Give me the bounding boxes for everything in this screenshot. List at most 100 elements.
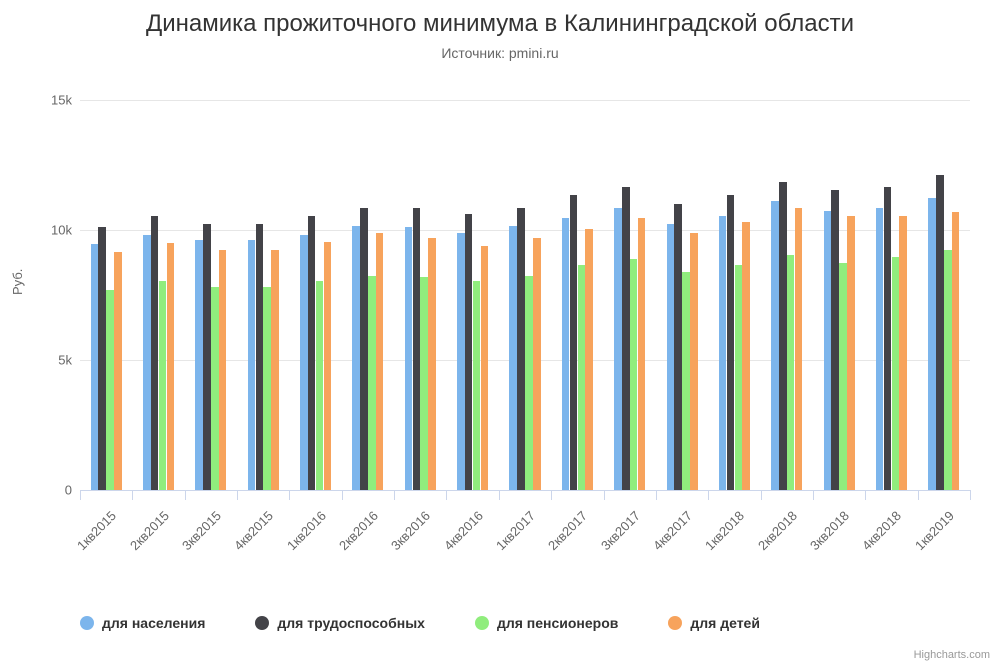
- x-tick-label: 1кв2017: [493, 508, 538, 553]
- bar[interactable]: [106, 290, 114, 490]
- bar[interactable]: [839, 263, 847, 491]
- credits-link[interactable]: Highcharts.com: [914, 649, 990, 661]
- bar[interactable]: [114, 252, 122, 490]
- x-tick: [813, 490, 814, 500]
- bar[interactable]: [376, 233, 384, 490]
- bar[interactable]: [674, 204, 682, 490]
- bar[interactable]: [787, 255, 795, 490]
- bar[interactable]: [324, 242, 332, 490]
- x-tick-label: 1кв2018: [702, 508, 747, 553]
- bar[interactable]: [248, 240, 256, 490]
- bar[interactable]: [219, 250, 227, 491]
- y-tick-label: 5k: [58, 353, 72, 368]
- bar[interactable]: [614, 208, 622, 490]
- bar[interactable]: [928, 198, 936, 491]
- x-tick: [499, 490, 500, 500]
- bar[interactable]: [159, 281, 167, 490]
- bar[interactable]: [533, 238, 541, 490]
- x-tick: [708, 490, 709, 500]
- y-tick-label: 15k: [51, 93, 72, 108]
- bar[interactable]: [517, 208, 525, 490]
- bar[interactable]: [682, 272, 690, 490]
- bar[interactable]: [630, 259, 638, 490]
- bar[interactable]: [622, 187, 630, 490]
- bar[interactable]: [876, 208, 884, 490]
- x-tick: [551, 490, 552, 500]
- x-tick-label: 1кв2015: [74, 508, 119, 553]
- bar[interactable]: [473, 281, 481, 490]
- bar[interactable]: [271, 250, 279, 491]
- bar[interactable]: [795, 208, 803, 490]
- y-tick-label: 0: [65, 483, 72, 498]
- legend-item[interactable]: для пенсионеров: [475, 615, 618, 631]
- legend-item[interactable]: для трудоспособных: [255, 615, 425, 631]
- bar[interactable]: [719, 216, 727, 490]
- bar[interactable]: [167, 243, 175, 490]
- x-tick: [604, 490, 605, 500]
- bar[interactable]: [143, 235, 151, 490]
- bar[interactable]: [481, 246, 489, 490]
- legend-label: для пенсионеров: [497, 615, 618, 631]
- bar[interactable]: [944, 250, 952, 491]
- legend: для населения для трудоспособных для пенси…: [80, 615, 970, 637]
- bar[interactable]: [360, 208, 368, 490]
- legend-swatch-icon: [668, 616, 682, 630]
- bar[interactable]: [952, 212, 960, 490]
- x-tick: [342, 490, 343, 500]
- bar[interactable]: [211, 287, 219, 490]
- x-tick-label: 1кв2016: [284, 508, 329, 553]
- x-axis-labels: 1кв20152кв20153кв20154кв20151кв20162кв20…: [80, 500, 970, 570]
- bar[interactable]: [316, 281, 324, 490]
- bar[interactable]: [98, 227, 106, 490]
- bar[interactable]: [570, 195, 578, 490]
- chart-container: Динамика прожиточного минимума в Калинин…: [0, 0, 1000, 667]
- bar[interactable]: [824, 211, 832, 491]
- x-tick: [132, 490, 133, 500]
- bar[interactable]: [195, 240, 203, 490]
- bar[interactable]: [884, 187, 892, 490]
- bar[interactable]: [525, 276, 533, 491]
- legend-item[interactable]: для детей: [668, 615, 760, 631]
- legend-item[interactable]: для населения: [80, 615, 205, 631]
- bar[interactable]: [771, 201, 779, 490]
- legend-swatch-icon: [475, 616, 489, 630]
- bar[interactable]: [667, 224, 675, 491]
- bar[interactable]: [509, 226, 517, 490]
- bar[interactable]: [779, 182, 787, 490]
- x-tick: [185, 490, 186, 500]
- bar[interactable]: [899, 216, 907, 490]
- bar[interactable]: [457, 233, 465, 490]
- bar[interactable]: [727, 195, 735, 490]
- bar[interactable]: [428, 238, 436, 490]
- bar[interactable]: [465, 214, 473, 490]
- x-tick-label: 3кв2015: [179, 508, 224, 553]
- bar[interactable]: [91, 244, 99, 490]
- bar[interactable]: [420, 277, 428, 490]
- bar[interactable]: [368, 276, 376, 491]
- x-tick: [761, 490, 762, 500]
- bar[interactable]: [638, 218, 646, 490]
- x-tick-label: 4кв2016: [441, 508, 486, 553]
- bar[interactable]: [742, 222, 750, 490]
- bar[interactable]: [936, 175, 944, 490]
- bar[interactable]: [847, 216, 855, 490]
- bar[interactable]: [413, 208, 421, 490]
- bar[interactable]: [263, 287, 271, 490]
- bar[interactable]: [831, 190, 839, 490]
- bar[interactable]: [578, 265, 586, 490]
- bar[interactable]: [352, 226, 360, 490]
- bar[interactable]: [300, 235, 308, 490]
- bar[interactable]: [690, 233, 698, 490]
- bar[interactable]: [308, 216, 316, 490]
- bar[interactable]: [892, 257, 900, 490]
- x-tick-label: 3кв2018: [807, 508, 852, 553]
- x-tick-label: 2кв2016: [336, 508, 381, 553]
- bar[interactable]: [405, 227, 413, 490]
- bar[interactable]: [562, 218, 570, 490]
- x-axis-line: [80, 490, 970, 491]
- bar[interactable]: [585, 229, 593, 490]
- bar[interactable]: [256, 224, 264, 491]
- bar[interactable]: [203, 224, 211, 491]
- bar[interactable]: [151, 216, 159, 490]
- bar[interactable]: [735, 265, 743, 490]
